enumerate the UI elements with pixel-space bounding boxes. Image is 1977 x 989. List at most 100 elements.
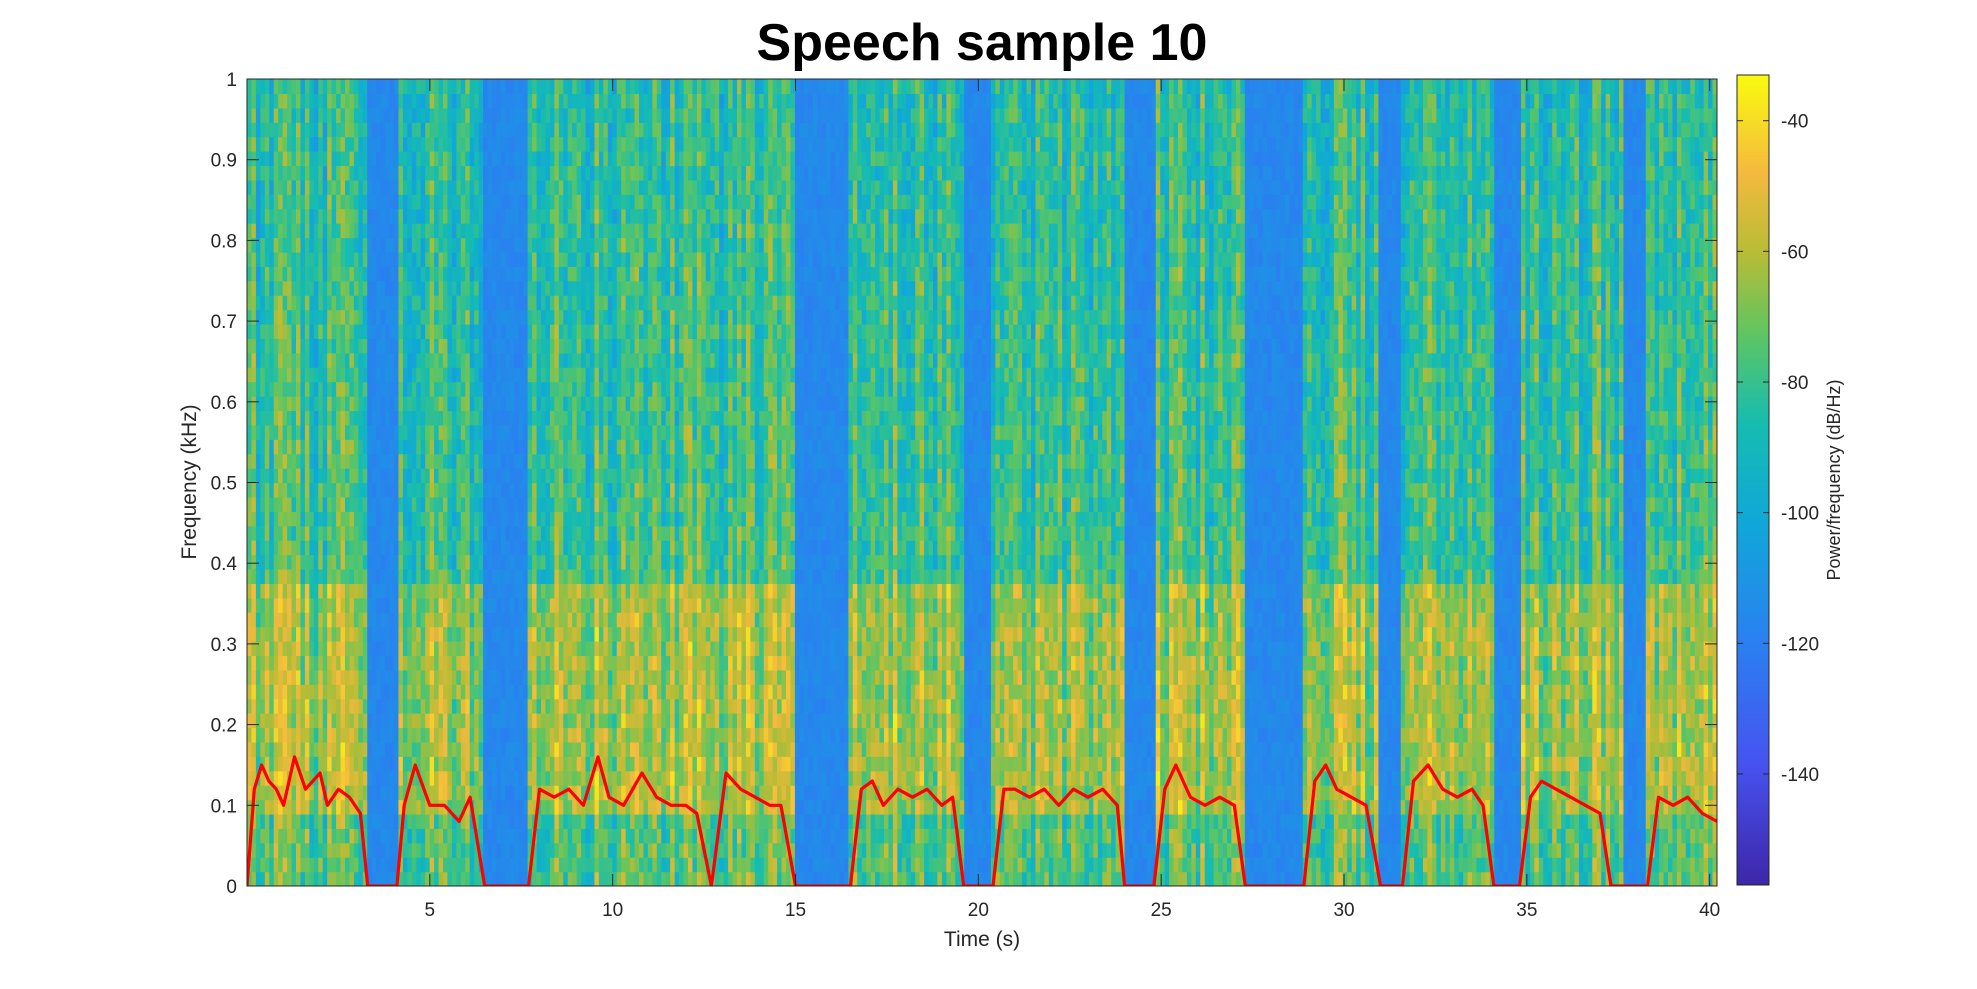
heatmap-cell bbox=[621, 756, 627, 772]
heatmap-cell bbox=[536, 338, 542, 354]
heatmap-cell bbox=[509, 669, 515, 685]
heatmap-cell bbox=[345, 453, 351, 469]
heatmap-cell bbox=[509, 698, 515, 714]
heatmap-cell bbox=[345, 713, 351, 729]
heatmap-cell bbox=[425, 525, 431, 541]
heatmap-cell bbox=[282, 266, 288, 282]
heatmap-cell bbox=[523, 208, 529, 224]
heatmap-cell bbox=[367, 785, 373, 801]
heatmap-cell bbox=[634, 799, 640, 815]
heatmap-cell bbox=[345, 554, 351, 570]
heatmap-cell bbox=[304, 554, 310, 570]
heatmap-cell bbox=[594, 136, 600, 152]
heatmap-cell bbox=[434, 439, 440, 455]
heatmap-cell bbox=[273, 309, 279, 325]
heatmap-cell bbox=[402, 367, 408, 383]
heatmap-cell bbox=[402, 756, 408, 772]
heatmap-cell bbox=[282, 468, 288, 484]
heatmap-cell bbox=[527, 785, 533, 801]
heatmap-cell bbox=[420, 295, 426, 311]
heatmap-cell bbox=[572, 482, 578, 498]
heatmap-cell bbox=[585, 655, 591, 671]
heatmap-cell bbox=[616, 496, 622, 512]
heatmap-cell bbox=[322, 871, 328, 886]
heatmap-cell bbox=[425, 251, 431, 267]
heatmap-cell bbox=[594, 626, 600, 642]
heatmap-cell bbox=[322, 208, 328, 224]
heatmap-cell bbox=[282, 842, 288, 858]
heatmap-cell bbox=[585, 540, 591, 556]
heatmap-cell bbox=[371, 367, 377, 383]
heatmap-cell bbox=[282, 612, 288, 628]
heatmap-cell bbox=[411, 136, 417, 152]
heatmap-cell bbox=[523, 684, 529, 700]
heatmap-cell bbox=[447, 842, 453, 858]
heatmap-cell bbox=[505, 237, 511, 253]
heatmap-cell bbox=[496, 251, 502, 267]
heatmap-cell bbox=[345, 813, 351, 829]
heatmap-cell bbox=[273, 756, 279, 772]
heatmap-cell bbox=[425, 496, 431, 512]
heatmap-cell bbox=[291, 828, 297, 844]
heatmap-cell bbox=[273, 669, 279, 685]
heatmap-cell bbox=[376, 251, 382, 267]
heatmap-cell bbox=[313, 641, 319, 657]
heatmap-cell bbox=[340, 713, 346, 729]
heatmap-cell bbox=[304, 871, 310, 886]
heatmap-cell bbox=[389, 540, 395, 556]
heatmap-cell bbox=[549, 813, 555, 829]
heatmap-cell bbox=[474, 727, 480, 743]
heatmap-cell bbox=[385, 842, 391, 858]
heatmap-cell bbox=[434, 482, 440, 498]
heatmap-cell bbox=[447, 828, 453, 844]
heatmap-cell bbox=[420, 857, 426, 873]
heatmap-cell bbox=[269, 785, 275, 801]
heatmap-cell bbox=[385, 741, 391, 757]
heatmap-cell bbox=[500, 540, 506, 556]
heatmap-cell bbox=[500, 641, 506, 657]
heatmap-cell bbox=[527, 655, 533, 671]
heatmap-cell bbox=[291, 208, 297, 224]
heatmap-cell bbox=[545, 727, 551, 743]
heatmap-cell bbox=[465, 785, 471, 801]
heatmap-cell bbox=[345, 612, 351, 628]
heatmap-cell bbox=[362, 251, 368, 267]
heatmap-cell bbox=[443, 871, 449, 886]
heatmap-cell bbox=[594, 871, 600, 886]
heatmap-cell bbox=[576, 410, 582, 426]
heatmap-cell bbox=[607, 669, 613, 685]
heatmap-cell bbox=[447, 813, 453, 829]
heatmap-cell bbox=[460, 597, 466, 613]
heatmap-cell bbox=[487, 655, 493, 671]
heatmap-cell bbox=[318, 828, 324, 844]
heatmap-cell bbox=[349, 266, 355, 282]
heatmap-cell bbox=[331, 410, 337, 426]
heatmap-cell bbox=[558, 280, 564, 296]
heatmap-cell bbox=[340, 136, 346, 152]
heatmap-cell bbox=[331, 597, 337, 613]
heatmap-cell bbox=[362, 295, 368, 311]
heatmap-cell bbox=[296, 79, 302, 95]
heatmap-cell bbox=[269, 266, 275, 282]
heatmap-cell bbox=[500, 367, 506, 383]
heatmap-cell bbox=[376, 655, 382, 671]
heatmap-cell bbox=[349, 612, 355, 628]
heatmap-cell bbox=[278, 352, 284, 368]
heatmap-cell bbox=[398, 741, 404, 757]
heatmap-cell bbox=[598, 468, 604, 484]
heatmap-cell bbox=[500, 626, 506, 642]
heatmap-cell bbox=[572, 79, 578, 95]
heatmap-cell bbox=[300, 165, 306, 181]
heatmap-cell bbox=[487, 813, 493, 829]
heatmap-cell bbox=[304, 165, 310, 181]
heatmap-cell bbox=[331, 439, 337, 455]
heatmap-cell bbox=[492, 813, 498, 829]
heatmap-cell bbox=[496, 554, 502, 570]
heatmap-cell bbox=[621, 323, 627, 339]
heatmap-cell bbox=[625, 785, 631, 801]
heatmap-cell bbox=[331, 151, 337, 167]
heatmap-cell bbox=[264, 352, 270, 368]
heatmap-cell bbox=[590, 93, 596, 109]
heatmap-cell bbox=[581, 367, 587, 383]
heatmap-cell bbox=[643, 698, 649, 714]
